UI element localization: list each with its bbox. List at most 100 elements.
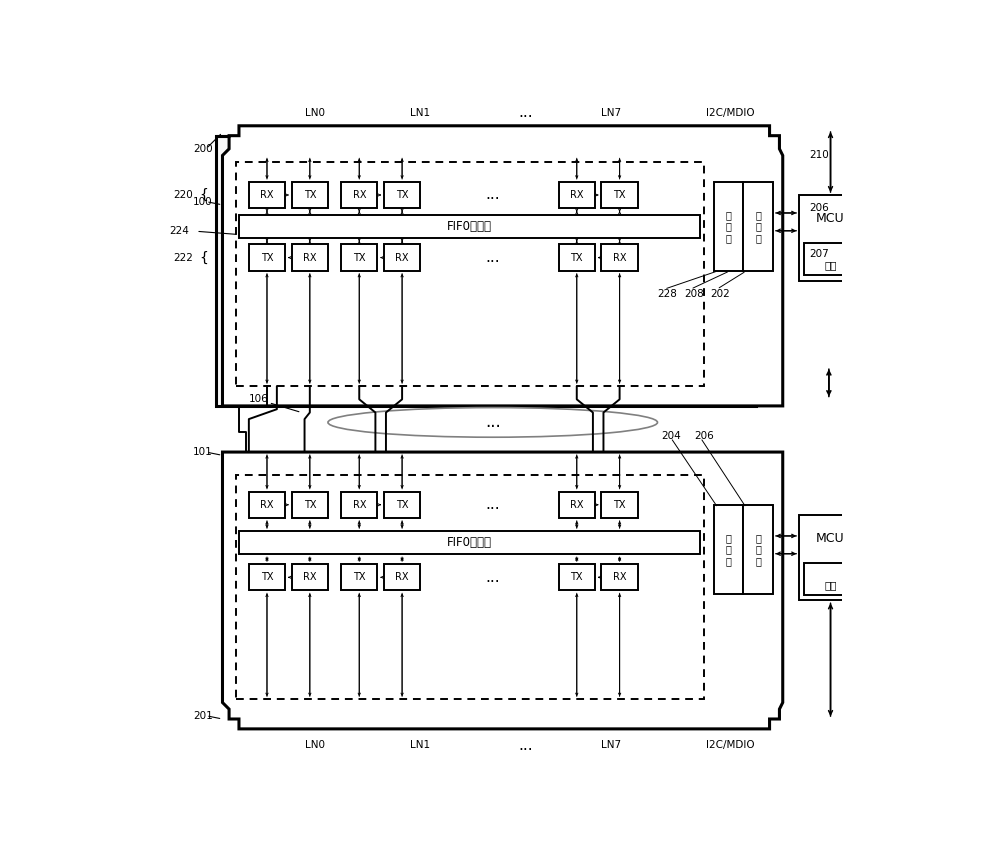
Text: FIF0缓冲器: FIF0缓冲器 — [447, 536, 492, 550]
Text: TX: TX — [613, 190, 626, 200]
Text: 闪存: 闪存 — [824, 260, 837, 270]
Text: 106: 106 — [249, 395, 269, 404]
Text: 206: 206 — [694, 431, 714, 441]
Bar — [384, 564, 420, 591]
Text: TX: TX — [304, 500, 316, 510]
Text: {: { — [199, 251, 208, 265]
Text: 201: 201 — [193, 710, 213, 721]
Bar — [743, 181, 773, 270]
Bar — [216, 135, 756, 406]
Bar — [249, 491, 285, 518]
Text: 控
制
器: 控 制 器 — [725, 532, 731, 566]
Polygon shape — [222, 126, 783, 406]
Bar — [292, 564, 328, 591]
Text: LN1: LN1 — [410, 740, 430, 751]
Text: RX: RX — [395, 253, 409, 263]
Text: RX: RX — [395, 573, 409, 582]
Bar — [799, 514, 862, 600]
Bar — [559, 491, 595, 518]
Text: TX: TX — [353, 253, 366, 263]
Text: TX: TX — [353, 573, 366, 582]
Bar — [601, 181, 638, 208]
Text: RX: RX — [303, 253, 317, 263]
Text: ...: ... — [485, 413, 501, 431]
Text: RX: RX — [260, 190, 274, 200]
Text: ...: ... — [485, 250, 500, 265]
Text: 204: 204 — [661, 431, 681, 441]
Text: RX: RX — [353, 500, 366, 510]
Text: I2C/MDIO: I2C/MDIO — [706, 108, 754, 117]
Bar — [384, 491, 420, 518]
Bar — [341, 245, 377, 270]
Bar — [384, 245, 420, 270]
Text: TX: TX — [571, 253, 583, 263]
Text: RX: RX — [353, 190, 366, 200]
Text: MCU: MCU — [816, 532, 845, 545]
Text: TX: TX — [396, 500, 408, 510]
Bar — [559, 245, 595, 270]
Text: RX: RX — [260, 500, 274, 510]
Bar — [341, 181, 377, 208]
Text: RX: RX — [613, 573, 626, 582]
Text: 220: 220 — [173, 190, 193, 200]
Text: 206: 206 — [809, 203, 829, 213]
Text: 寄
存
器: 寄 存 器 — [755, 532, 761, 566]
Text: RX: RX — [303, 573, 317, 582]
Bar — [292, 491, 328, 518]
Bar — [559, 181, 595, 208]
Bar — [804, 243, 857, 276]
Text: 寄
存
器: 寄 存 器 — [755, 210, 761, 243]
Bar — [601, 564, 638, 591]
Polygon shape — [222, 452, 783, 729]
Bar — [249, 181, 285, 208]
Text: 控
制
器: 控 制 器 — [725, 210, 731, 243]
Text: TX: TX — [571, 573, 583, 582]
Text: 闪存: 闪存 — [824, 580, 837, 590]
Bar — [249, 564, 285, 591]
Text: 200: 200 — [193, 144, 212, 154]
Text: LN1: LN1 — [410, 108, 430, 117]
Text: LN0: LN0 — [305, 108, 325, 117]
Bar — [804, 562, 857, 595]
Text: 207: 207 — [809, 249, 829, 259]
Text: ...: ... — [518, 105, 533, 120]
Text: 208: 208 — [684, 288, 704, 299]
Bar — [799, 195, 862, 281]
Bar — [384, 181, 420, 208]
Text: ...: ... — [485, 497, 500, 512]
Text: 202: 202 — [710, 288, 730, 299]
Bar — [249, 245, 285, 270]
Text: TX: TX — [613, 500, 626, 510]
Bar — [236, 162, 704, 386]
Text: TX: TX — [304, 190, 316, 200]
Text: RX: RX — [570, 190, 584, 200]
Bar — [714, 181, 743, 270]
Text: TX: TX — [261, 573, 273, 582]
Text: {: { — [199, 188, 208, 202]
Bar — [341, 564, 377, 591]
Text: 210: 210 — [809, 151, 829, 160]
Text: 101: 101 — [193, 447, 213, 457]
Text: TX: TX — [396, 190, 408, 200]
Text: 228: 228 — [658, 288, 677, 299]
Text: LN7: LN7 — [601, 740, 621, 751]
Text: TX: TX — [261, 253, 273, 263]
Bar — [292, 245, 328, 270]
Bar — [341, 491, 377, 518]
Text: 222: 222 — [173, 253, 193, 263]
Text: ...: ... — [485, 187, 500, 203]
Text: RX: RX — [613, 253, 626, 263]
Text: RX: RX — [570, 500, 584, 510]
Text: 100: 100 — [193, 197, 212, 206]
Bar — [559, 564, 595, 591]
Text: LN0: LN0 — [305, 740, 325, 751]
Bar — [236, 475, 704, 699]
Bar — [601, 491, 638, 518]
Text: FIF0缓冲器: FIF0缓冲器 — [447, 220, 492, 233]
Text: ...: ... — [518, 738, 533, 753]
Bar — [714, 505, 743, 594]
Text: 224: 224 — [170, 226, 190, 236]
Text: I2C/MDIO: I2C/MDIO — [706, 740, 754, 751]
Bar — [239, 531, 700, 554]
Text: MCU: MCU — [816, 212, 845, 225]
